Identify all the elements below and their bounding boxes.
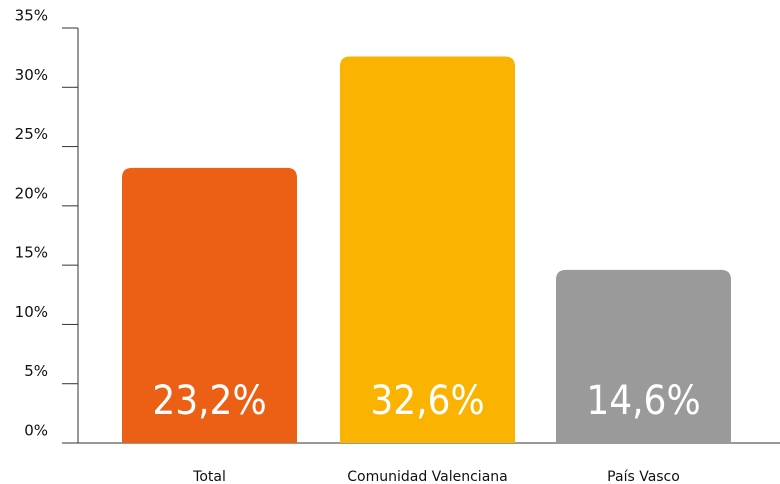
y-tick-label: 10% — [15, 303, 48, 321]
bar — [556, 269, 731, 443]
bar — [122, 167, 297, 443]
value-label: 23,2% — [152, 378, 266, 424]
x-tick-label: Comunidad Valenciana — [347, 469, 507, 484]
value-label: 32,6% — [370, 378, 484, 424]
bar — [340, 56, 515, 443]
y-tick-label: 35% — [15, 7, 48, 25]
x-tick-label: País Vasco — [607, 469, 680, 484]
y-tick-label: 30% — [15, 66, 48, 84]
y-tick-label: 15% — [15, 244, 48, 262]
y-tick-label: 5% — [24, 362, 48, 380]
value-label: 14,6% — [586, 378, 700, 424]
y-tick-label: 25% — [15, 125, 48, 143]
y-tick-label: 0% — [24, 422, 48, 440]
x-tick-label: Total — [192, 469, 226, 484]
y-tick-label: 20% — [15, 184, 48, 202]
